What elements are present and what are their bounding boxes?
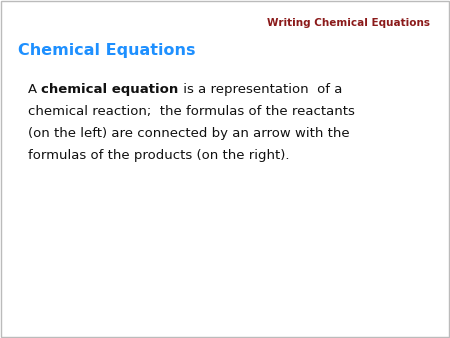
Text: chemical equation: chemical equation: [41, 83, 179, 96]
Text: Chemical Equations: Chemical Equations: [18, 43, 195, 58]
Text: is a representation  of a: is a representation of a: [179, 83, 342, 96]
Text: (on the left) are connected by an arrow with the: (on the left) are connected by an arrow …: [28, 127, 350, 140]
Text: formulas of the products (on the right).: formulas of the products (on the right).: [28, 149, 289, 162]
Text: chemical reaction;  the formulas of the reactants: chemical reaction; the formulas of the r…: [28, 105, 355, 118]
Text: A: A: [28, 83, 41, 96]
Text: Writing Chemical Equations: Writing Chemical Equations: [267, 18, 430, 28]
